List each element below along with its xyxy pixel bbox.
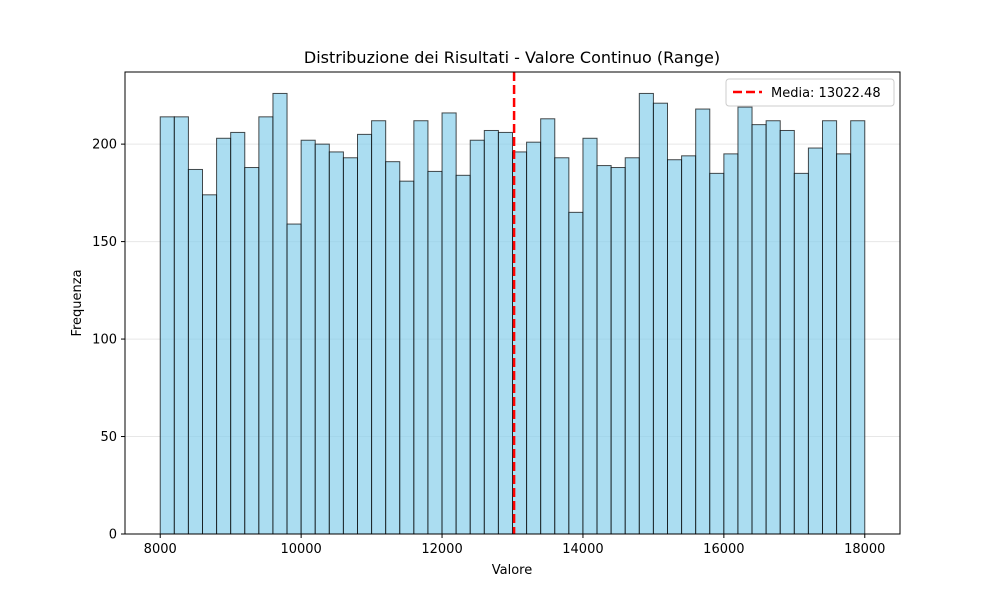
- histogram-bar-32: [610, 167, 626, 535]
- histogram-bar-44: [779, 129, 795, 535]
- histogram-bar-9: [286, 223, 302, 535]
- histogram-bar-15: [371, 120, 387, 535]
- histogram-bar-41: [737, 106, 753, 535]
- histogram-bar-12: [328, 151, 344, 535]
- histogram-bar-20: [441, 112, 457, 535]
- histogram-bar-28: [554, 157, 570, 535]
- histogram-bar-43: [765, 120, 781, 535]
- histogram-bar-34: [638, 92, 654, 535]
- histogram-bar-0: [159, 116, 175, 535]
- histogram-bar-46: [807, 147, 824, 535]
- histogram-bar-7: [258, 116, 274, 535]
- histogram-bar-17: [399, 180, 415, 535]
- histogram-bar-27: [540, 118, 556, 535]
- x-tick-label-3: 14000: [562, 542, 603, 557]
- histogram-bar-18: [413, 120, 429, 535]
- y-tick-label-0: 0: [109, 528, 117, 543]
- x-tick-label-1: 10000: [280, 542, 321, 557]
- histogram-bar-13: [342, 157, 358, 535]
- histogram-bar-37: [681, 155, 697, 535]
- legend-label-mean: Media: 13022.48: [771, 86, 881, 101]
- histogram-bar-1: [173, 116, 189, 535]
- histogram-bar-4: [216, 137, 232, 535]
- y-tick-label-3: 150: [92, 235, 117, 250]
- legend: Media: 13022.48: [725, 78, 895, 107]
- histogram-bar-19: [427, 170, 443, 535]
- histogram-bar-14: [357, 133, 373, 535]
- histogram-bar-45: [793, 172, 809, 535]
- histogram-bar-22: [469, 139, 485, 535]
- histogram-bar-48: [836, 153, 852, 535]
- y-tick-label-2: 100: [92, 333, 117, 348]
- histogram-bar-6: [244, 167, 260, 535]
- histogram-bar-31: [596, 165, 612, 535]
- y-axis: 0 50 100 150 200: [92, 138, 125, 543]
- histogram-bar-5: [230, 131, 246, 535]
- histogram-bar-39: [709, 172, 725, 535]
- y-tick-label-1: 50: [100, 430, 117, 445]
- x-axis: 8000 10000 12000 14000 16000 18000: [144, 534, 885, 557]
- x-tick-label-0: 8000: [144, 542, 177, 557]
- histogram-bar-38: [695, 108, 711, 535]
- histogram-bar-29: [568, 211, 584, 535]
- histogram-bar-8: [272, 92, 288, 535]
- chart-title: Distribuzione dei Risultati - Valore Con…: [304, 48, 720, 67]
- histogram-bar-35: [652, 102, 669, 535]
- histogram-bar-3: [202, 194, 218, 535]
- histogram-bar-49: [850, 120, 866, 535]
- histogram-bar-42: [751, 124, 767, 535]
- histogram-bar-2: [187, 168, 203, 535]
- histogram-bar-47: [822, 120, 838, 535]
- x-tick-label-5: 18000: [844, 542, 885, 557]
- histogram-bar-40: [723, 153, 739, 535]
- histogram-bar-16: [385, 161, 401, 535]
- y-tick-label-4: 200: [92, 138, 117, 153]
- legend-box: [725, 78, 895, 107]
- x-tick-label-2: 12000: [421, 542, 462, 557]
- histogram-bar-21: [455, 174, 471, 535]
- histogram-bar-24: [497, 131, 513, 535]
- histogram-bar-36: [667, 159, 683, 535]
- histogram-bar-30: [582, 137, 598, 535]
- histogram-bar-33: [624, 157, 640, 535]
- histogram-bar-11: [314, 143, 330, 535]
- y-axis-label: Frequenza: [70, 269, 85, 336]
- histogram-bars: [159, 92, 866, 535]
- histogram-bar-26: [526, 141, 542, 535]
- plot-frame: [124, 71, 901, 535]
- x-axis-label: Valore: [492, 563, 532, 578]
- x-tick-label-4: 16000: [703, 542, 744, 557]
- histogram-bar-23: [483, 129, 499, 535]
- histogram-bar-10: [300, 139, 316, 535]
